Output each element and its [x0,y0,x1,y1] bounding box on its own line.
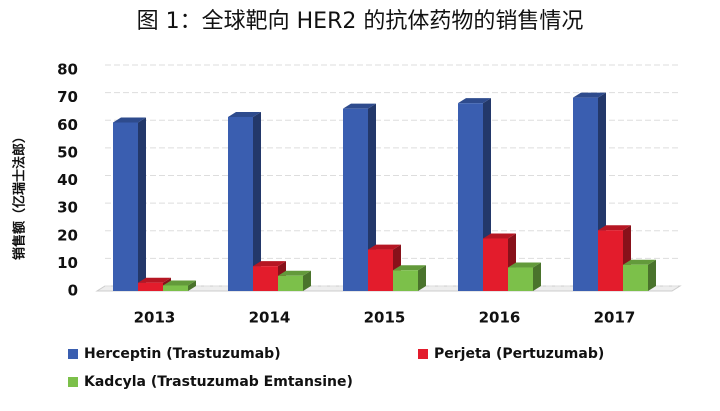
bar-side [138,117,146,291]
bar-side [368,103,376,291]
bar-side [648,259,656,291]
bar [483,238,508,291]
bar-top [228,111,261,117]
bar-top [393,265,426,271]
bar [508,267,533,291]
bar-top [508,262,541,268]
y-tick-label: 80 [57,61,78,79]
bar-top [343,103,376,109]
bar [623,264,648,291]
bar [278,275,303,291]
bar [573,97,598,291]
bar [598,230,623,291]
bar-side [303,270,311,291]
bar-side [418,265,426,291]
x-tick-label: 2013 [134,309,176,327]
x-tick-label: 2015 [364,309,406,327]
bar-top [483,233,516,239]
y-tick-label: 20 [57,226,78,244]
legend-label: Perjeta (Pertuzumab) [434,346,604,362]
y-axis-label: 销售额（亿瑞士法郎） [12,130,28,260]
bar [458,103,483,292]
legend-swatch [418,349,428,359]
bar-top [253,261,286,267]
bar-top [163,280,196,286]
bar [343,108,368,291]
bar-side [253,111,261,292]
bar [113,122,138,291]
bar-top [278,270,311,276]
y-tick-label: 40 [57,171,78,189]
legend-swatch [68,377,78,387]
x-tick-label: 2017 [594,309,636,327]
bar-side [188,280,196,291]
bar [368,249,393,291]
bar [228,116,253,292]
bar [253,266,278,291]
bar-top [138,277,171,283]
bar-top [623,259,656,265]
bar-top [458,98,491,104]
bar-top [113,117,146,123]
x-tick-label: 2014 [249,309,291,327]
bar-top [573,92,606,98]
bar [393,270,418,291]
y-tick-label: 10 [57,254,78,272]
chart-title: 图 1：全球靶向 HER2 的抗体药物的销售情况 [137,9,584,34]
legend-label: Kadcyla (Trastuzumab Emtansine) [84,374,353,390]
y-tick-label: 50 [57,143,78,161]
y-tick-label: 0 [68,282,78,300]
bar [163,285,188,291]
y-tick-label: 30 [57,199,78,217]
y-tick-label: 60 [57,116,78,134]
y-tick-label: 70 [57,88,78,106]
bar [138,282,163,291]
bar-top [368,244,401,250]
legend-swatch [68,349,78,359]
legend-label: Herceptin (Trastuzumab) [84,346,281,362]
bar-side [533,262,541,291]
bar-top [598,225,631,231]
x-tick-label: 2016 [479,309,521,327]
